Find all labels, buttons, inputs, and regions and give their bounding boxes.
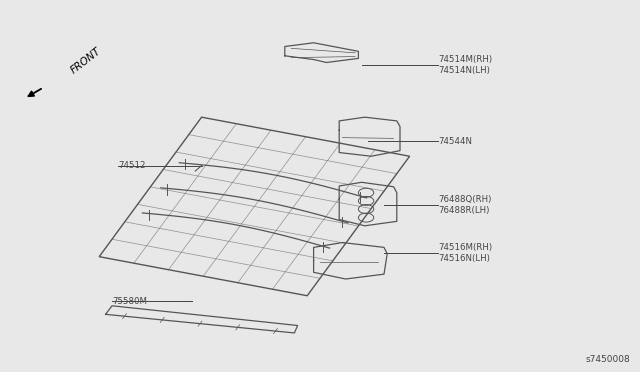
Text: 76488Q(RH)
76488R(LH): 76488Q(RH) 76488R(LH) (438, 195, 492, 215)
Text: 74544N: 74544N (438, 137, 472, 146)
Text: 74512: 74512 (118, 161, 146, 170)
Text: 74516M(RH)
74516N(LH): 74516M(RH) 74516N(LH) (438, 243, 493, 263)
Text: 75580M: 75580M (112, 297, 147, 306)
Text: s7450008: s7450008 (586, 355, 630, 364)
Text: 74514M(RH)
74514N(LH): 74514M(RH) 74514N(LH) (438, 55, 493, 75)
Text: FRONT: FRONT (68, 46, 103, 76)
